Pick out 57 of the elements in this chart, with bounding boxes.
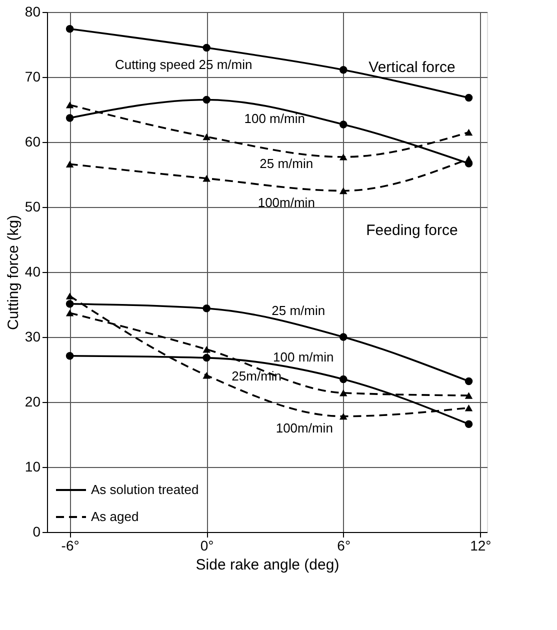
annotation: 25m/min	[232, 368, 282, 384]
y-tick-label: 60	[24, 134, 41, 150]
x-tick-label: -6°	[61, 538, 80, 554]
point	[66, 310, 74, 316]
annotation: Feeding force	[366, 222, 458, 239]
point	[340, 187, 348, 194]
y-tick-label: 30	[24, 328, 41, 344]
x-tick-label: 6°	[337, 538, 351, 554]
point	[202, 44, 210, 52]
point	[340, 66, 348, 74]
point	[340, 390, 348, 396]
point	[464, 392, 473, 399]
y-tick-label: 10	[24, 458, 41, 474]
point	[464, 420, 473, 428]
y-tick-label: 80	[24, 4, 41, 20]
annotation: 100m/min	[276, 420, 333, 436]
x-tick-label: 12°	[470, 538, 492, 554]
y-tick-label: 20	[24, 394, 41, 410]
point	[340, 333, 348, 341]
annotation: 100m/min	[258, 194, 315, 210]
point	[202, 175, 210, 182]
point	[340, 120, 348, 128]
annotation: 25 m/min	[260, 156, 314, 171]
annotation: 100 m/min	[273, 349, 334, 364]
point	[66, 300, 74, 308]
y-tick-label: 70	[24, 68, 41, 84]
point	[464, 94, 473, 102]
point	[66, 25, 74, 33]
y-axis-title: Cutting force (kg)	[4, 214, 22, 330]
point	[66, 102, 74, 108]
point	[202, 354, 210, 362]
annotation: 100 m/min	[244, 110, 305, 126]
y-tick-label: 40	[24, 264, 41, 280]
point	[340, 412, 348, 420]
point	[202, 304, 210, 312]
annotation: Vertical force	[368, 59, 456, 76]
point	[464, 377, 473, 386]
point	[340, 154, 348, 160]
point	[464, 156, 473, 162]
point	[202, 96, 210, 104]
point	[464, 128, 473, 136]
point	[66, 114, 74, 122]
y-tick-label: 0	[32, 524, 41, 540]
point	[66, 352, 74, 360]
point	[202, 372, 210, 379]
x-tick-label: 0°	[200, 538, 214, 554]
point	[66, 160, 74, 168]
point	[66, 292, 74, 300]
y-tick-label: 50	[24, 198, 41, 214]
annotation: 25 m/min	[272, 303, 326, 318]
annotation: As solution treated	[91, 482, 199, 497]
point	[202, 346, 210, 353]
point	[202, 133, 210, 140]
annotation: As aged	[91, 509, 139, 524]
point	[340, 375, 348, 384]
point	[464, 404, 473, 412]
x-axis-title: Side rake angle (deg)	[196, 556, 340, 574]
